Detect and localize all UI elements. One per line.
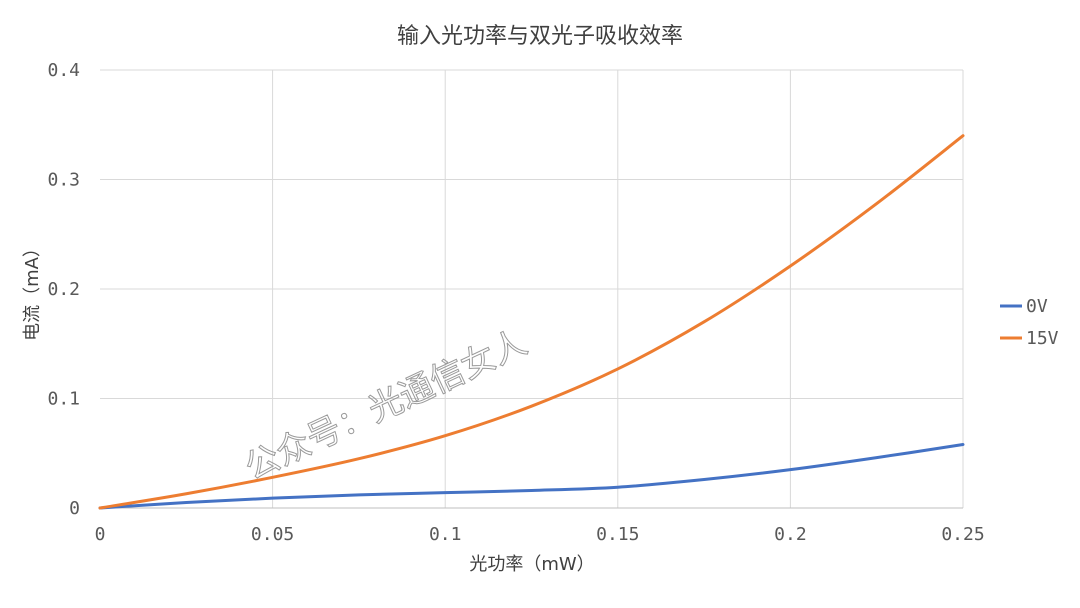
y-tick-labels: 0 0.1 0.2 0.3 0.4	[47, 60, 80, 519]
x-tick-label: 0.2	[774, 524, 807, 545]
x-tick-label: 0.1	[429, 524, 462, 545]
legend-label: 0V	[1026, 296, 1048, 317]
x-tick-label: 0.15	[596, 524, 639, 545]
x-axis-title: 光功率（mW）	[469, 554, 594, 575]
y-tick-label: 0.1	[47, 389, 80, 410]
x-tick-label: 0.05	[251, 524, 294, 545]
x-tick-labels: 0 0.05 0.1 0.15 0.2 0.25	[95, 524, 985, 545]
series-line-0V	[98, 442, 965, 510]
y-tick-label: 0.2	[47, 279, 80, 300]
chart-title: 输入光功率与双光子吸收效率	[397, 24, 683, 49]
y-tick-label: 0.4	[47, 60, 80, 81]
y-axis-title: 电流（mA）	[22, 239, 43, 341]
x-tick-label: 0	[95, 524, 106, 545]
y-tick-label: 0.3	[47, 170, 80, 191]
gridlines	[100, 69, 964, 508]
y-tick-label: 0	[69, 498, 80, 519]
watermark-text: 公众号：光通信女人	[239, 323, 533, 489]
legend: 0V 15V	[1000, 296, 1059, 349]
series-line-15V	[98, 134, 965, 510]
legend-label: 15V	[1026, 328, 1059, 349]
series-lines	[98, 134, 965, 510]
x-tick-label: 0.25	[941, 524, 984, 545]
